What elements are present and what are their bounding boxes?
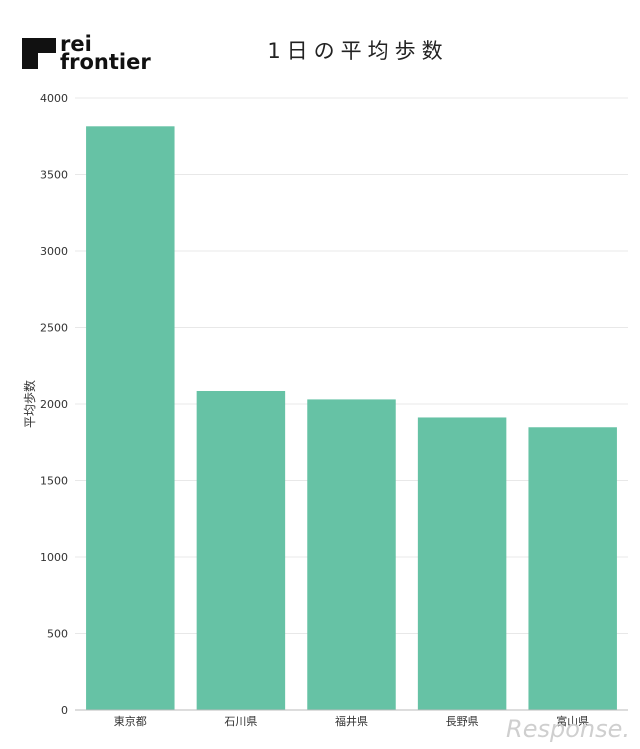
bar-1 bbox=[196, 390, 286, 710]
y-tick-label: 3500 bbox=[40, 169, 68, 182]
bar-4 bbox=[528, 427, 617, 710]
y-tick-label: 2000 bbox=[40, 398, 68, 411]
watermark: Response. bbox=[506, 715, 630, 743]
y-axis-label: 平均歩数 bbox=[22, 380, 37, 428]
x-axis-labels: 東京都 石川県 福井県 長野県 富山県 bbox=[114, 714, 589, 728]
logo-mark-icon bbox=[22, 38, 56, 69]
brand-line1: rei bbox=[60, 32, 92, 56]
brand-logo: rei frontier bbox=[22, 32, 151, 74]
y-tick-label: 500 bbox=[47, 628, 68, 641]
brand-line2: frontier bbox=[60, 50, 151, 74]
bar-0 bbox=[86, 126, 175, 711]
bar-3 bbox=[417, 417, 507, 710]
chart-title: 1日の平均歩数 bbox=[267, 39, 448, 63]
y-tick-label: 1500 bbox=[40, 475, 68, 488]
y-tick-label: 4000 bbox=[40, 92, 68, 105]
y-tick-label: 3000 bbox=[40, 245, 68, 258]
bar-2 bbox=[307, 399, 396, 710]
bars bbox=[86, 126, 617, 711]
x-tick-label: 富山県 bbox=[556, 714, 589, 728]
y-tick-label: 0 bbox=[61, 704, 68, 717]
y-tick-label: 1000 bbox=[40, 551, 68, 564]
x-tick-label: 長野県 bbox=[446, 715, 479, 728]
y-tick-label: 2500 bbox=[40, 322, 68, 335]
y-axis-ticks: 0 500 1000 1500 2000 2500 3000 3500 4000 bbox=[40, 92, 68, 717]
x-tick-label: 石川県 bbox=[224, 715, 257, 728]
x-tick-label: 福井県 bbox=[335, 714, 368, 728]
x-tick-label: 東京都 bbox=[114, 714, 147, 728]
